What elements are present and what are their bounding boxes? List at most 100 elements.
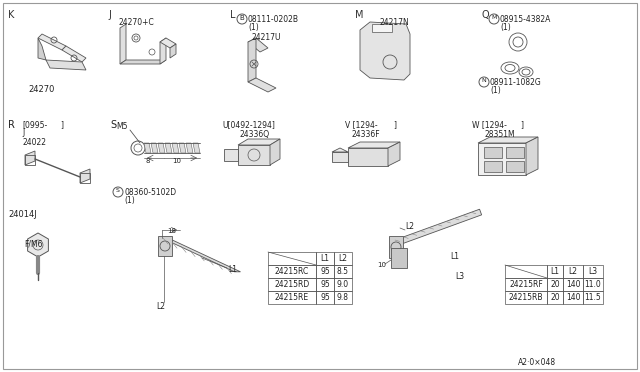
Text: L2: L2 xyxy=(339,254,348,263)
Bar xyxy=(505,291,547,304)
Text: L1: L1 xyxy=(228,265,237,274)
Text: 24215RD: 24215RD xyxy=(275,280,310,289)
Text: 20: 20 xyxy=(550,280,560,289)
Bar xyxy=(505,278,547,291)
Text: 10: 10 xyxy=(377,262,386,268)
Text: Q: Q xyxy=(482,10,490,20)
Polygon shape xyxy=(172,143,179,153)
Text: J: J xyxy=(108,10,111,20)
Polygon shape xyxy=(160,38,176,48)
Text: 95: 95 xyxy=(320,280,330,289)
Polygon shape xyxy=(526,137,538,175)
Polygon shape xyxy=(348,142,400,148)
Text: M: M xyxy=(355,10,364,20)
Polygon shape xyxy=(46,60,86,70)
Bar xyxy=(484,161,502,172)
Text: N: N xyxy=(481,77,486,83)
Text: F/M6: F/M6 xyxy=(24,239,42,248)
Text: W [1294-: W [1294- xyxy=(472,120,507,129)
Bar xyxy=(268,278,316,291)
Polygon shape xyxy=(238,139,280,145)
Text: V [1294-: V [1294- xyxy=(345,120,378,129)
Text: 08111-0202B: 08111-0202B xyxy=(248,15,299,24)
Text: (1): (1) xyxy=(490,86,500,95)
Polygon shape xyxy=(120,60,166,64)
Polygon shape xyxy=(170,44,176,58)
Bar xyxy=(547,278,563,291)
Text: 20: 20 xyxy=(550,293,560,302)
Polygon shape xyxy=(348,148,388,166)
Text: 95: 95 xyxy=(320,293,330,302)
Text: M5: M5 xyxy=(116,122,127,131)
Bar xyxy=(484,147,502,158)
Text: 24215RE: 24215RE xyxy=(275,293,309,302)
Text: 24014J: 24014J xyxy=(8,210,36,219)
Polygon shape xyxy=(193,143,200,153)
Polygon shape xyxy=(165,143,172,153)
Text: L1: L1 xyxy=(321,254,330,263)
Text: U[0492-1294]: U[0492-1294] xyxy=(222,120,275,129)
Polygon shape xyxy=(25,151,35,165)
Text: 140: 140 xyxy=(566,293,580,302)
Polygon shape xyxy=(224,149,238,161)
Polygon shape xyxy=(248,38,256,82)
Bar xyxy=(316,291,334,304)
Text: 10: 10 xyxy=(172,158,181,164)
Text: 24336Q: 24336Q xyxy=(240,130,270,139)
Text: 11.5: 11.5 xyxy=(584,293,602,302)
Bar xyxy=(316,252,334,265)
Bar xyxy=(506,147,524,158)
Text: L2: L2 xyxy=(405,222,414,231)
Polygon shape xyxy=(80,169,90,183)
Polygon shape xyxy=(158,236,172,256)
Text: 24022: 24022 xyxy=(22,138,46,147)
Text: 08915-4382A: 08915-4382A xyxy=(500,15,552,24)
Text: 8.5: 8.5 xyxy=(337,267,349,276)
Bar xyxy=(547,291,563,304)
Polygon shape xyxy=(478,137,538,143)
Polygon shape xyxy=(162,238,241,272)
Text: 95: 95 xyxy=(320,267,330,276)
Polygon shape xyxy=(248,78,276,92)
Polygon shape xyxy=(62,46,86,62)
Text: 24336F: 24336F xyxy=(352,130,381,139)
Bar xyxy=(583,265,603,278)
Text: 11.0: 11.0 xyxy=(584,280,602,289)
Text: ]: ] xyxy=(60,120,63,129)
Polygon shape xyxy=(120,24,126,64)
Polygon shape xyxy=(478,143,526,175)
Bar xyxy=(334,278,352,291)
Text: K: K xyxy=(8,10,14,20)
Polygon shape xyxy=(28,233,49,257)
Polygon shape xyxy=(270,139,280,165)
Text: 24217N: 24217N xyxy=(380,18,410,27)
Text: 08911-1082G: 08911-1082G xyxy=(490,78,541,87)
Polygon shape xyxy=(388,142,400,166)
Polygon shape xyxy=(160,38,166,64)
Bar xyxy=(563,265,583,278)
Text: L3: L3 xyxy=(455,272,464,281)
Bar xyxy=(563,278,583,291)
Text: 24270: 24270 xyxy=(28,85,54,94)
Text: 24270+C: 24270+C xyxy=(118,18,154,27)
Polygon shape xyxy=(360,22,410,80)
Bar xyxy=(505,265,547,278)
Bar xyxy=(583,291,603,304)
Bar xyxy=(334,252,352,265)
Polygon shape xyxy=(158,143,165,153)
Polygon shape xyxy=(38,38,46,60)
Text: 140: 140 xyxy=(566,280,580,289)
Polygon shape xyxy=(248,38,268,52)
Polygon shape xyxy=(332,148,348,152)
Polygon shape xyxy=(391,248,407,268)
Text: 18: 18 xyxy=(167,228,176,234)
Bar xyxy=(316,265,334,278)
Text: S: S xyxy=(115,187,120,192)
Bar xyxy=(316,278,334,291)
Bar xyxy=(80,173,90,183)
Bar xyxy=(25,155,35,165)
Text: 28351M: 28351M xyxy=(485,130,516,139)
Text: L2: L2 xyxy=(568,267,577,276)
Text: 24215RF: 24215RF xyxy=(509,280,543,289)
Text: L2: L2 xyxy=(156,302,165,311)
